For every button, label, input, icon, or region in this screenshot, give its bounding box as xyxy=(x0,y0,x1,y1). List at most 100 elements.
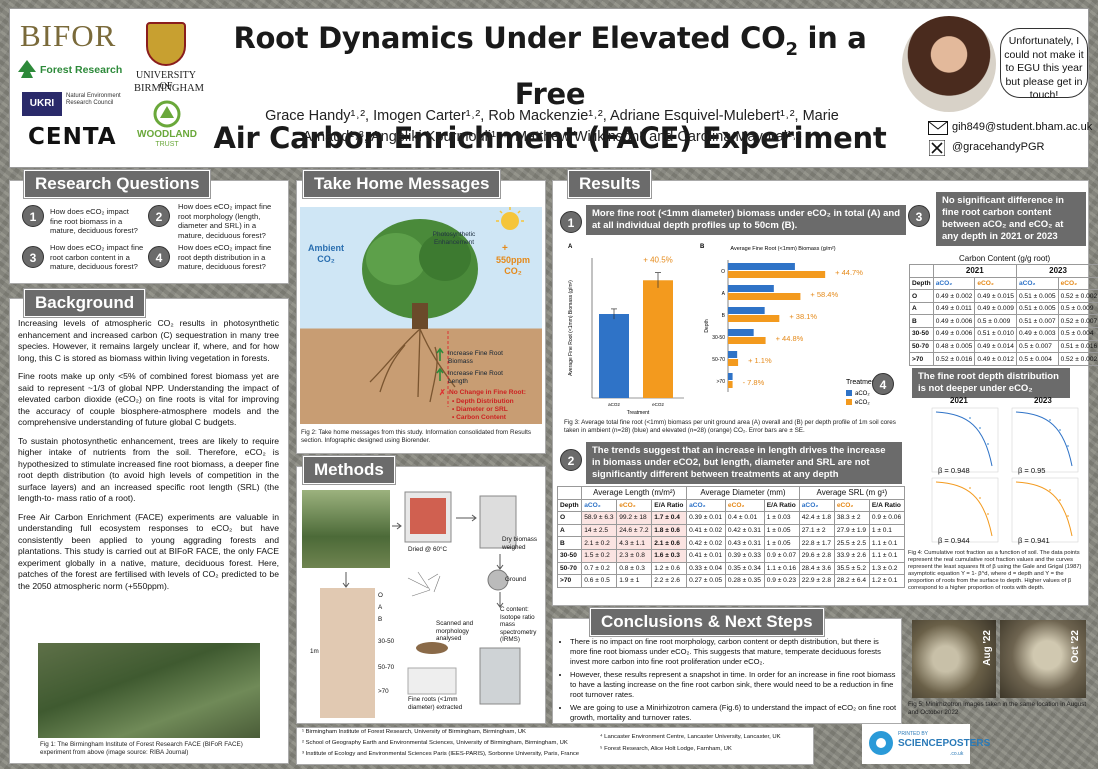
handle-text[interactable]: @gracehandyPGR xyxy=(952,141,1045,153)
table-cell: 0.49 ± 0.012 xyxy=(974,352,1017,366)
table-cell: 0.51 ± 0.007 xyxy=(1015,314,1059,329)
poster-title: Root Dynamics Under Elevated CO2 in a Fr… xyxy=(200,16,900,160)
table-header-cell: E/A Ratio xyxy=(868,498,906,513)
background-p2: Fine roots make up only <5% of combined … xyxy=(18,371,279,427)
carbon-table: Carbon Content (g/g root) 2021 2023 Dept… xyxy=(909,252,1098,366)
table-cell: 28.2 ± 6.4 xyxy=(833,574,870,588)
table-header-cell: Depth xyxy=(556,498,583,513)
background-text: Increasing levels of atmospheric CO₂ res… xyxy=(18,318,279,599)
table-cell: >70 xyxy=(909,352,934,366)
result-3-number: 3 xyxy=(908,205,930,227)
table-row: O 58.9 ± 6.3 99.2 ± 18 1.7 ± 0.4 0.39 ± 0.01… xyxy=(556,511,906,525)
affiliations-panel xyxy=(296,727,814,765)
woodland-text: WOODLAND xyxy=(137,129,197,140)
table-cell: 1.7 ± 0.4 xyxy=(651,511,688,525)
legend-swatch-0 xyxy=(846,390,852,396)
no-change-2: • Diameter or SRL xyxy=(452,406,508,413)
year-2021-label: 2021 xyxy=(950,396,968,405)
author-avatar xyxy=(902,16,996,112)
take-home-title: Take Home Messages xyxy=(303,170,501,198)
table-cell: 1 ± 0.1 xyxy=(868,523,906,538)
table-cell: 0.41 ± 0.02 xyxy=(686,523,726,538)
result-3-box: No significant difference in fine root c… xyxy=(936,192,1086,246)
conclusion-3: We are going to use a Minirhizotron came… xyxy=(570,703,898,723)
carbon-body: O 0.49 ± 0.002 0.49 ± 0.015 0.51 ± 0.005 0.5… xyxy=(909,289,1098,366)
question-4-number: 4 xyxy=(148,246,170,268)
table-row: A 0.49 ± 0.011 0.49 ± 0.009 0.51 ± 0.005 0.5… xyxy=(909,301,1098,316)
biomass-depth-chart: Average Fine Root (<1mm) Biomass (g/m²) B… xyxy=(700,244,878,406)
table-cell: 33.9 ± 2.6 xyxy=(833,548,870,563)
table-cell: 30-50 xyxy=(909,327,934,341)
table-row: A 14 ± 2.5 24.6 ± 7.2 1.8 ± 0.6 0.41 ± 0.02 0… xyxy=(556,523,906,538)
social-contact[interactable]: @gracehandyPGR xyxy=(928,140,1088,156)
elevated-plus: + xyxy=(502,243,508,254)
oct-label: Oct '22 xyxy=(1070,630,1081,663)
bar->70-1 xyxy=(728,381,733,388)
question-2-text: How does eCO₂ impact fine root morpholog… xyxy=(178,202,272,240)
tick-aCO2: aCO2 xyxy=(608,402,620,407)
table-cell: 0.5 ± 0.009 xyxy=(1057,301,1098,316)
question-3-number: 3 xyxy=(22,246,44,268)
table-cell: 0.51 ± 0.010 xyxy=(974,327,1017,341)
length-label: Increase Fine Root Length xyxy=(448,370,503,385)
table-cell: 1.9 ± 1 xyxy=(616,574,653,588)
question-1-number: 1 xyxy=(22,205,44,227)
depth-o: O xyxy=(378,592,383,599)
bar-A-0 xyxy=(728,285,774,292)
y-axis-label-b: Depth xyxy=(704,319,710,333)
table-cell: 27.1 ± 2 xyxy=(798,523,835,538)
beta-2023-e: β = 0.941 xyxy=(1018,536,1050,545)
birmingham-crest xyxy=(146,22,186,66)
email-contact[interactable]: gih849@student.bham.ac.uk xyxy=(928,120,1092,136)
result-4-number: 4 xyxy=(872,373,894,395)
pct-O: + 44.7% xyxy=(835,268,863,277)
speech-bubble: Unfortunately, I could not make it to EG… xyxy=(1000,28,1088,101)
depth-70: >70 xyxy=(378,688,389,695)
email-text[interactable]: gih849@student.bham.ac.uk xyxy=(952,121,1093,133)
table-row: O 0.49 ± 0.002 0.49 ± 0.015 0.51 ± 0.005 0.5… xyxy=(909,289,1098,303)
forest-research-text: Forest Research xyxy=(40,64,123,76)
carbon-title: Carbon Content (g/g root) xyxy=(959,253,1051,263)
minirhizotron-aug-photo xyxy=(912,620,996,698)
table-header-cell: eCO₂ xyxy=(1057,276,1098,291)
table-cell: 0.5 ± 0.004 xyxy=(1057,327,1098,341)
printer-line3: .co.uk xyxy=(950,751,964,757)
table-cell: 0.51 ± 0.005 xyxy=(1015,289,1059,303)
bar-aCO2 xyxy=(599,314,629,398)
woodland-trust-logo: WOODLAND TRUST xyxy=(132,98,202,168)
table-cell: 50-70 xyxy=(556,561,583,576)
table-cell: 0.49 ± 0.009 xyxy=(974,301,1017,316)
table-cell: O xyxy=(909,289,934,303)
woodland-subtext: TRUST xyxy=(155,141,179,148)
bar-A-1 xyxy=(728,293,801,300)
question-2-number: 2 xyxy=(148,205,170,227)
table-cell: 4.3 ± 1.1 xyxy=(616,536,653,550)
no-change-label: • Depth Distribution xyxy=(452,398,514,405)
table-cell: 1 ± 0.03 xyxy=(763,511,800,525)
table-cell: 1.8 ± 0.6 xyxy=(651,523,688,538)
table-cell: 0.42 ± 0.31 xyxy=(724,523,765,538)
y-axis-label: Average Fine Root (<1mm) Biomass (g/m²) xyxy=(568,280,574,376)
dried-label: Dried @ 60°C xyxy=(408,546,448,553)
question-3-text: How does eCO₂ impact fine root carbon co… xyxy=(50,243,144,271)
table-cell: 99.2 ± 18 xyxy=(616,511,653,525)
legend-title: Treatment xyxy=(846,379,878,386)
depth-30-50: 30-50 xyxy=(378,638,395,645)
table-cell: 0.33 ± 0.04 xyxy=(686,561,726,576)
table-header-cell: eCO₂ xyxy=(724,498,765,513)
no-change-3: • Carbon Content xyxy=(452,414,506,421)
table-cell: 0.9 ± 0.06 xyxy=(868,511,906,525)
methods-title: Methods xyxy=(303,456,395,484)
table-cell: 0.7 ± 0.2 xyxy=(581,561,618,576)
result-2-number: 2 xyxy=(560,449,582,471)
table-header-cell: E/A Ratio xyxy=(763,498,800,513)
background-title: Background xyxy=(24,289,146,317)
question-4-text: How does eCO₂ impact fine root depth dis… xyxy=(178,243,272,271)
bar-B-0 xyxy=(728,307,765,314)
table-header-cell: aCO₂ xyxy=(798,498,835,513)
background-p4: Free Air Carbon Enrichment (FACE) experi… xyxy=(18,511,279,591)
table-cell: 38.3 ± 2 xyxy=(833,511,870,525)
chart-b-title: Average Fine Root (<1mm) Biomass (g/m²) xyxy=(730,246,835,252)
tick->70: >70 xyxy=(717,379,726,385)
extracted-label: Fine roots (<1mm diameter) extracted xyxy=(408,696,463,711)
